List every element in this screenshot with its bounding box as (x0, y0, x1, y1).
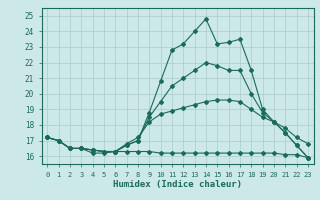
X-axis label: Humidex (Indice chaleur): Humidex (Indice chaleur) (113, 180, 242, 189)
